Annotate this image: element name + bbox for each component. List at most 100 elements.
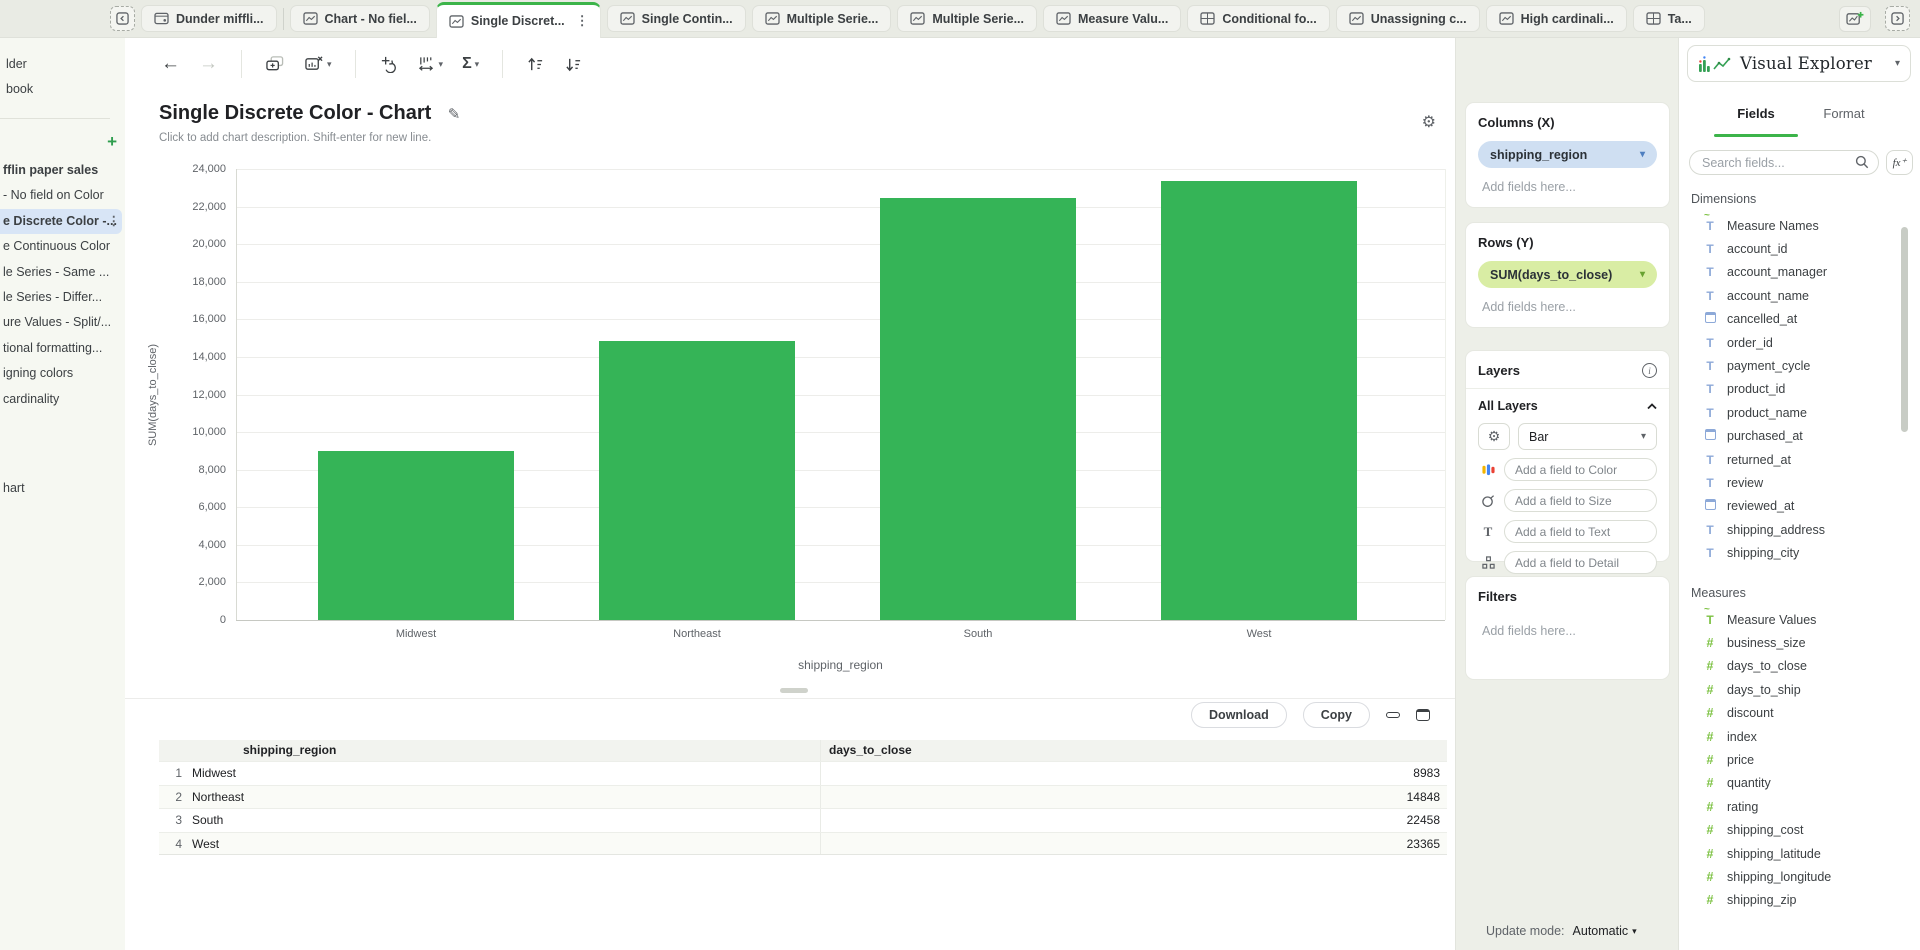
detail-slot[interactable]: Add a field to Detail bbox=[1504, 551, 1657, 574]
sidebar-item-workbook[interactable]: book bbox=[6, 82, 34, 97]
field-quantity[interactable]: # quantity bbox=[1679, 772, 1909, 795]
tab-menu-icon[interactable]: ⋮ bbox=[575, 13, 589, 28]
add-chart-plus-icon[interactable]: + bbox=[107, 132, 117, 151]
app-switcher[interactable]: Visual Explorer ▾ bbox=[1687, 45, 1911, 82]
mark-type-select[interactable]: Bar ▾ bbox=[1518, 423, 1657, 450]
field-price[interactable]: # price bbox=[1679, 748, 1909, 771]
scrollbar-thumb[interactable] bbox=[1901, 227, 1908, 432]
tab-measure-values[interactable]: Measure Valu... bbox=[1043, 5, 1182, 32]
columns-drop-placeholder[interactable]: Add fields here... bbox=[1482, 180, 1576, 194]
sort-ascending-button[interactable] bbox=[526, 56, 545, 73]
create-calculation-button[interactable]: fx⁺ bbox=[1886, 150, 1913, 175]
field-business-size[interactable]: # business_size bbox=[1679, 631, 1909, 654]
rows-field-pill[interactable]: SUM(days_to_close) ▾ bbox=[1478, 261, 1657, 288]
field-shipping-longitude[interactable]: # shipping_longitude bbox=[1679, 865, 1909, 888]
table-row[interactable]: 3 South 22458 bbox=[159, 808, 1447, 832]
collapse-left-panel-button[interactable] bbox=[110, 6, 135, 31]
rows-drop-placeholder[interactable]: Add fields here... bbox=[1482, 300, 1576, 314]
bar-south[interactable] bbox=[880, 197, 1076, 620]
chevron-down-icon[interactable]: ▾ bbox=[1639, 149, 1645, 160]
field-measure-names[interactable]: T Measure Names bbox=[1679, 210, 1909, 237]
tab-unassigning-colors[interactable]: Unassigning c... bbox=[1335, 5, 1480, 32]
chart-description-placeholder[interactable]: Click to add chart description. Shift-en… bbox=[159, 132, 432, 144]
minimize-table-icon[interactable] bbox=[1386, 712, 1400, 718]
redo-button[interactable]: → bbox=[199, 53, 218, 74]
sidebar-item-single-continuous-color[interactable]: e Continuous Color bbox=[3, 239, 111, 254]
column-header-days-to-close[interactable]: days_to_close bbox=[820, 740, 1447, 761]
swap-axes-button[interactable] bbox=[379, 55, 398, 73]
duplicate-chart-button[interactable] bbox=[265, 55, 285, 73]
table-row[interactable]: 1 Midwest 8983 bbox=[159, 761, 1447, 785]
field-reviewed-at[interactable]: reviewed_at bbox=[1679, 495, 1909, 518]
tab-multiple-series-same[interactable]: Multiple Serie... bbox=[751, 5, 892, 32]
sidebar-item-measure-values[interactable]: ure Values - Split/... bbox=[3, 315, 112, 330]
field-days-to-ship[interactable]: # days_to_ship bbox=[1679, 678, 1909, 701]
tab-single-continuous[interactable]: Single Contin... bbox=[606, 5, 746, 32]
tab-dunder-mifflin[interactable]: Dunder miffli... bbox=[141, 5, 277, 32]
layer-settings-gear-icon[interactable]: ⚙ bbox=[1478, 423, 1510, 450]
search-input[interactable] bbox=[1702, 152, 1857, 173]
field-shipping-cost[interactable]: # shipping_cost bbox=[1679, 819, 1909, 842]
field-shipping-latitude[interactable]: # shipping_latitude bbox=[1679, 842, 1909, 865]
sidebar-item-multiple-series-same[interactable]: le Series - Same ... bbox=[3, 264, 110, 279]
sidebar-item-single-discrete-color[interactable]: e Discrete Color -... ⋮ bbox=[0, 208, 122, 235]
bar-northeast[interactable] bbox=[599, 340, 795, 620]
update-mode-select[interactable]: Automatic ▾ bbox=[1573, 924, 1637, 938]
download-button[interactable]: Download bbox=[1191, 702, 1287, 728]
chart-resize-handle[interactable] bbox=[780, 688, 808, 693]
table-row[interactable]: 2 Northeast 14848 bbox=[159, 784, 1447, 808]
tab-single-discrete[interactable]: Single Discret... ⋮ bbox=[435, 1, 601, 38]
sidebar-item-multiple-series-different[interactable]: le Series - Differ... bbox=[3, 289, 103, 304]
copy-button[interactable]: Copy bbox=[1302, 702, 1370, 728]
sidebar-item-cardinality[interactable]: cardinality bbox=[3, 391, 60, 406]
tab-multiple-series-different[interactable]: Multiple Serie... bbox=[897, 5, 1037, 32]
text-slot[interactable]: Add a field to Text bbox=[1504, 520, 1657, 543]
color-slot[interactable]: Add a field to Color bbox=[1504, 458, 1657, 481]
filters-drop-placeholder[interactable]: Add fields here... bbox=[1482, 624, 1576, 638]
tab-chart-no-field[interactable]: Chart - No fiel... bbox=[289, 5, 430, 32]
columns-field-pill[interactable]: shipping_region ▾ bbox=[1478, 141, 1657, 168]
field-cancelled-at[interactable]: cancelled_at bbox=[1679, 308, 1909, 331]
field-discount[interactable]: # discount bbox=[1679, 702, 1909, 725]
field-index[interactable]: # index bbox=[1679, 725, 1909, 748]
sidebar-item-dataset[interactable]: fflin paper sales bbox=[3, 163, 99, 177]
tab-format[interactable]: Format bbox=[1823, 106, 1865, 121]
sort-descending-button[interactable] bbox=[564, 56, 583, 73]
tab-high-cardinality[interactable]: High cardinali... bbox=[1485, 5, 1627, 32]
sidebar-item-assigning-colors[interactable]: igning colors bbox=[3, 366, 74, 381]
maximize-table-icon[interactable] bbox=[1416, 709, 1430, 721]
sidebar-item-conditional-formatting[interactable]: tional formatting... bbox=[3, 340, 103, 355]
field-days-to-close[interactable]: # days_to_close bbox=[1679, 655, 1909, 678]
table-row[interactable]: 4 West 23365 bbox=[159, 831, 1447, 855]
sidebar-item-folder[interactable]: lder bbox=[6, 57, 27, 71]
sidebar-item-chart[interactable]: hart bbox=[3, 481, 25, 495]
column-header-shipping-region[interactable]: shipping_region bbox=[243, 743, 337, 757]
bar-west[interactable] bbox=[1161, 180, 1357, 620]
field-rating[interactable]: # rating bbox=[1679, 795, 1909, 818]
undo-button[interactable]: ← bbox=[161, 53, 180, 74]
bar-midwest[interactable] bbox=[318, 451, 514, 620]
field-purchased-at[interactable]: purchased_at bbox=[1679, 425, 1909, 448]
info-icon[interactable]: i bbox=[1642, 363, 1657, 378]
chart-settings-gear-icon[interactable]: ⚙ bbox=[1421, 114, 1436, 131]
more-icon[interactable]: ⋮ bbox=[107, 213, 120, 228]
bar-width-button[interactable]: ▾ bbox=[417, 55, 443, 73]
new-chart-button[interactable] bbox=[1839, 5, 1871, 32]
tab-table[interactable]: Ta... bbox=[1632, 5, 1705, 32]
field-measure-values[interactable]: T Measure Values bbox=[1679, 604, 1909, 631]
size-slot[interactable]: Add a field to Size bbox=[1504, 489, 1657, 512]
expand-right-panel-button[interactable] bbox=[1885, 6, 1910, 31]
aggregation-button[interactable]: Σ ▾ bbox=[462, 55, 479, 73]
field-shipping-zip[interactable]: # shipping_zip bbox=[1679, 889, 1909, 912]
